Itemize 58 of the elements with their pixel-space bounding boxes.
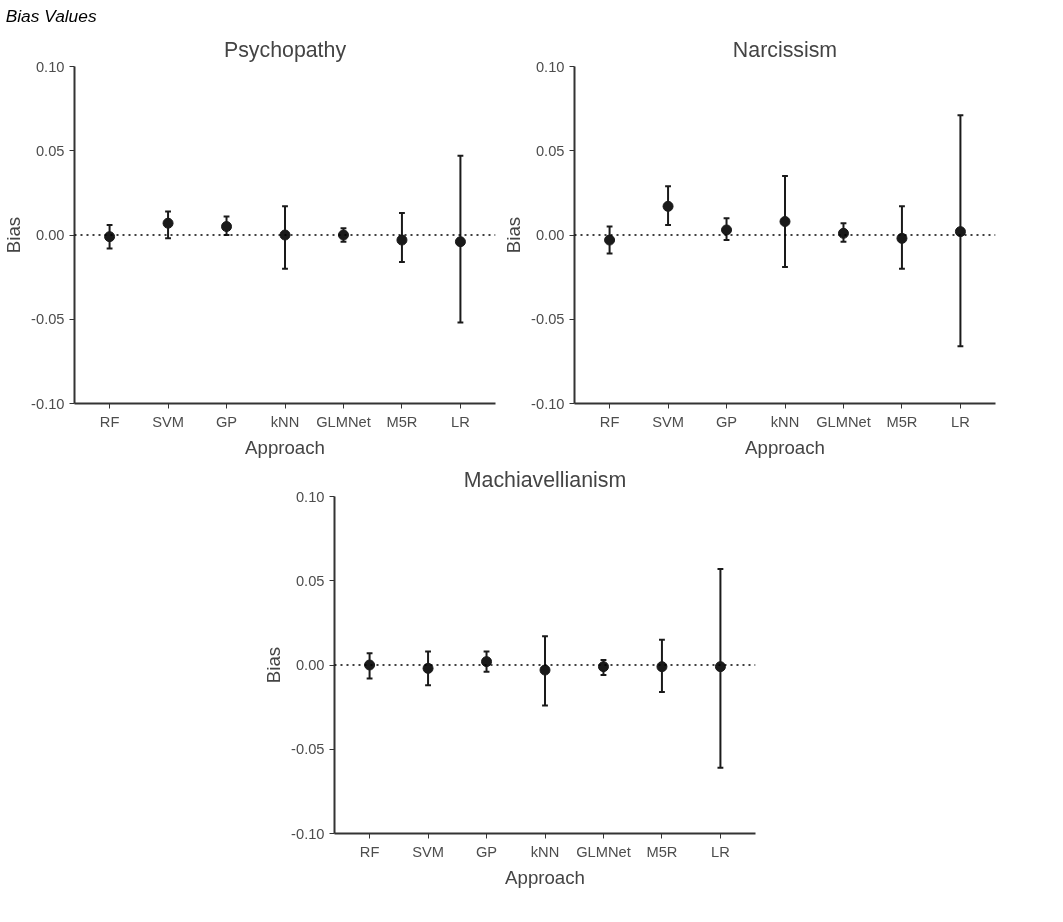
x-tick-label: kNN <box>270 413 300 430</box>
x-tick-label: GLMNet <box>316 413 371 430</box>
y-tick-label: -0.10 <box>531 395 565 412</box>
y-tick-label: 0.00 <box>35 227 65 243</box>
y-axis-title: Bias <box>263 646 285 684</box>
chart-title: Psychopathy <box>223 37 347 62</box>
y-tick-label: -0.10 <box>291 825 325 842</box>
x-axis-title: Approach <box>245 436 325 458</box>
x-tick-label: GLMNet <box>816 413 871 430</box>
y-tick-label: 0.05 <box>295 572 325 589</box>
point <box>454 236 466 248</box>
x-tick-label: kNN <box>530 843 560 860</box>
x-tick-label: SVM <box>652 413 684 430</box>
point <box>604 234 616 246</box>
point <box>721 224 733 236</box>
x-tick-label: M5R <box>386 413 418 430</box>
x-tick-label: LR <box>951 413 970 430</box>
chart-title: Narcissism <box>732 37 838 62</box>
y-tick-label: -0.10 <box>31 395 65 412</box>
x-tick-label: kNN <box>770 413 800 430</box>
point <box>279 229 291 241</box>
y-tick-label: -0.05 <box>31 311 65 328</box>
x-tick-label: RF <box>359 843 380 860</box>
x-tick-label: SVM <box>412 843 444 860</box>
x-tick-label: M5R <box>886 413 918 430</box>
x-tick-label: LR <box>451 413 470 430</box>
x-tick-label: RF <box>599 413 620 430</box>
x-tick-label: GP <box>715 413 738 430</box>
y-axis-title: Bias <box>503 216 525 254</box>
x-tick-label: GP <box>475 843 498 860</box>
x-axis-title: Approach <box>505 866 585 888</box>
point <box>104 231 116 243</box>
point <box>162 217 174 229</box>
y-tick-label: -0.05 <box>531 311 565 328</box>
y-tick-label: 0.10 <box>535 58 565 75</box>
point <box>779 216 791 228</box>
point <box>221 221 233 233</box>
point <box>954 226 966 238</box>
y-tick-label: 0.05 <box>35 142 65 159</box>
x-tick-label: GLMNet <box>576 843 631 860</box>
y-tick-label: 0.05 <box>535 142 565 159</box>
text: Bias Values <box>5 5 97 26</box>
point <box>396 234 408 246</box>
y-tick-label: -0.05 <box>291 741 325 758</box>
x-tick-label: GP <box>215 413 238 430</box>
y-tick-label: 0.00 <box>535 227 565 243</box>
y-tick-label: 0.10 <box>295 488 325 505</box>
y-tick-label: 0.00 <box>295 657 325 673</box>
y-axis-title: Bias <box>3 216 25 254</box>
point <box>662 200 674 212</box>
x-tick-label: RF <box>99 413 120 430</box>
point <box>896 232 908 244</box>
x-tick-label: SVM <box>152 413 184 430</box>
y-tick-label: 0.10 <box>35 58 65 75</box>
chart-title: Machiavellianism <box>463 467 627 492</box>
x-tick-label: M5R <box>646 843 678 860</box>
x-axis-title: Approach <box>745 436 825 458</box>
x-tick-label: LR <box>711 843 730 860</box>
